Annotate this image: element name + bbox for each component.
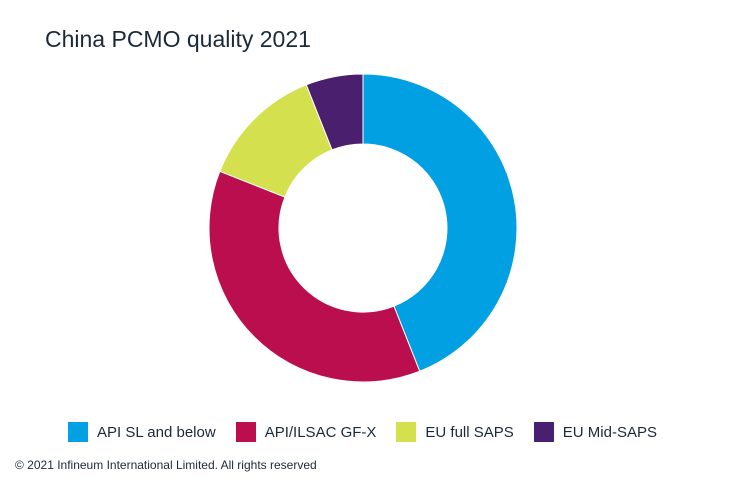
donut-slice-api-ilsac: [208, 170, 421, 383]
donut-chart: [208, 73, 518, 383]
copyright-text: © 2021 Infineum International Limited. A…: [15, 458, 317, 472]
legend-item-eu-full-saps: EU full SAPS: [396, 422, 514, 442]
legend-label-api-ilsac: API/ILSAC GF-X: [264, 423, 377, 441]
donut-slice-api-sl: [362, 73, 518, 372]
legend-swatch-eu-mid-saps: [533, 422, 554, 442]
chart-title: China PCMO quality 2021: [45, 26, 311, 52]
donut-slice-eu-mid-saps: [305, 73, 364, 151]
legend-item-api-ilsac: API/ILSAC GF-X: [235, 422, 377, 442]
legend-swatch-api-sl: [68, 422, 88, 442]
legend-label-eu-full-saps: EU full SAPS: [425, 423, 514, 441]
legend-item-api-sl: API SL and below: [68, 422, 216, 442]
legend-label-api-sl: API SL and below: [97, 423, 216, 441]
legend-swatch-eu-full-saps: [396, 422, 417, 442]
legend-item-eu-mid-saps: EU Mid-SAPS: [533, 422, 657, 442]
legend-label-eu-mid-saps: EU Mid-SAPS: [562, 423, 657, 441]
chart-legend: API SL and below API/ILSAC GF-X EU full …: [68, 422, 677, 442]
legend-swatch-api-ilsac: [235, 422, 256, 442]
